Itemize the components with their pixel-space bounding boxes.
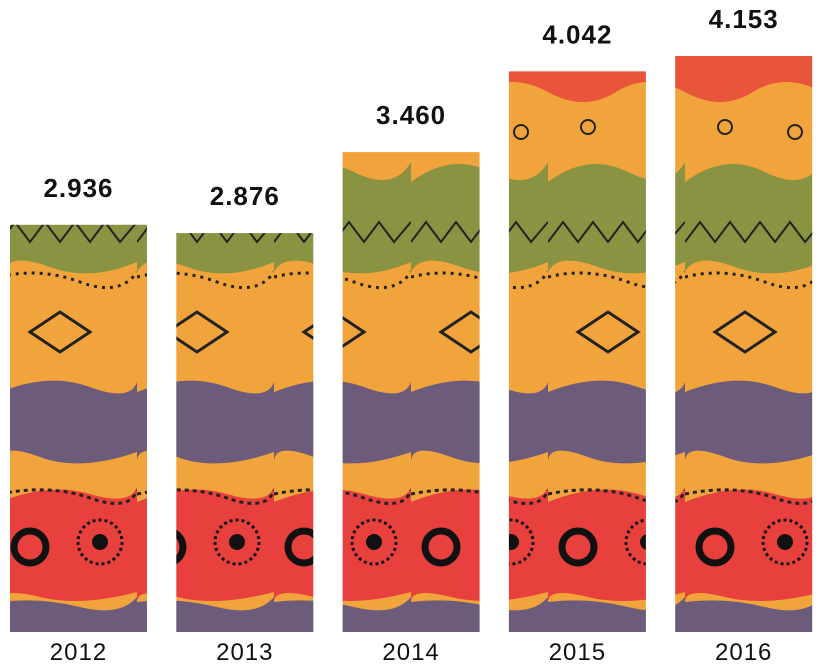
x-tick-label: 2012	[50, 639, 107, 666]
value-label: 2.936	[43, 173, 113, 203]
value-label: 4.153	[709, 4, 779, 34]
value-label: 3.460	[376, 100, 446, 130]
x-tick-label: 2013	[216, 639, 273, 666]
x-tick-label: 2015	[549, 639, 606, 666]
x-tick-label: 2016	[715, 639, 772, 666]
x-tick-label: 2014	[382, 639, 439, 666]
chart: 2.936 2012 2.876 2013 3.460 2014 4.042 2015 4.15…	[0, 0, 819, 669]
bar	[343, 152, 480, 632]
bar	[10, 225, 147, 632]
page: 2.936 2012 2.876 2013 3.460 2014 4.042 2015 4.15…	[0, 0, 819, 669]
value-label: 4.042	[542, 19, 612, 49]
bar	[509, 71, 646, 632]
bar	[675, 56, 812, 632]
value-label: 2.876	[210, 181, 280, 211]
bar	[176, 233, 313, 632]
